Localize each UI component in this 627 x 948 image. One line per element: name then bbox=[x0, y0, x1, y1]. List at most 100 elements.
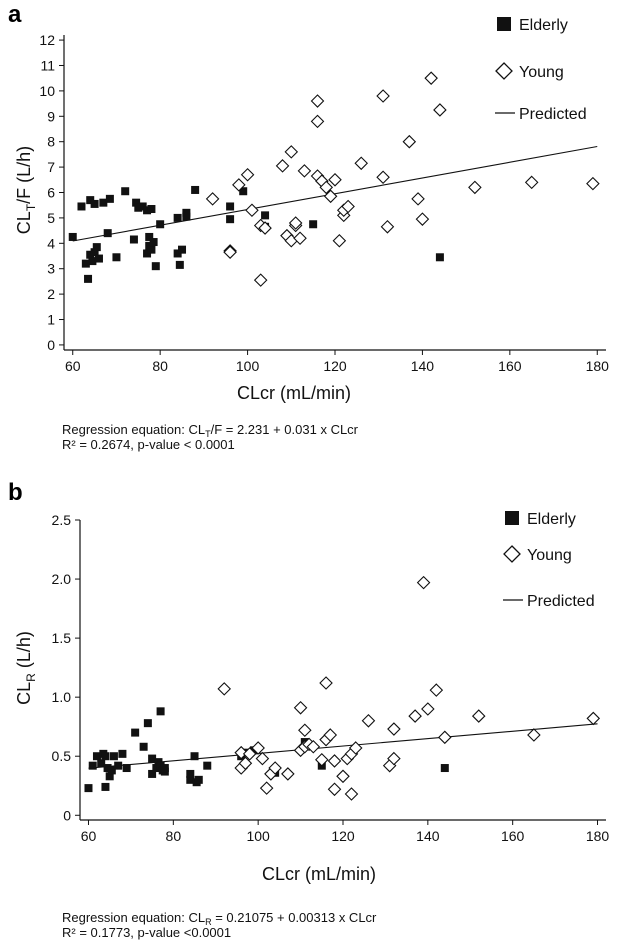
point-elderly bbox=[105, 772, 114, 781]
point-young bbox=[429, 683, 444, 697]
legend-b: Elderly Young Predicted bbox=[503, 511, 595, 610]
point-young bbox=[288, 216, 303, 230]
point-elderly bbox=[309, 220, 318, 229]
point-elderly bbox=[134, 203, 143, 212]
legend-predicted-label-a: Predicted bbox=[519, 106, 587, 123]
x-tick-label: 120 bbox=[323, 358, 347, 374]
point-young bbox=[433, 103, 447, 117]
point-young bbox=[341, 199, 355, 214]
point-elderly bbox=[131, 728, 140, 737]
point-young bbox=[402, 134, 417, 149]
point-young bbox=[268, 761, 282, 775]
x-tick-label: 100 bbox=[236, 358, 260, 374]
point-elderly bbox=[138, 202, 147, 211]
point-elderly bbox=[186, 769, 195, 778]
point-young bbox=[323, 189, 338, 204]
legend-young-label-b: Young bbox=[527, 547, 572, 564]
x-tick-label: 160 bbox=[498, 358, 522, 374]
legend-elderly-marker-b bbox=[505, 511, 519, 525]
point-young bbox=[336, 769, 350, 784]
point-young bbox=[297, 164, 312, 178]
y-tick-label: 1.5 bbox=[52, 630, 72, 646]
point-young bbox=[234, 745, 248, 760]
point-elderly bbox=[129, 235, 138, 244]
x-tick-label: 60 bbox=[65, 358, 81, 374]
y-tick-label: 6 bbox=[47, 185, 55, 201]
point-elderly bbox=[182, 208, 191, 217]
point-elderly bbox=[178, 245, 187, 254]
point-young bbox=[424, 71, 438, 85]
point-elderly bbox=[81, 259, 90, 268]
x-tick-label: 80 bbox=[152, 358, 168, 374]
panel-b: b 60 80 100 120 140 160 180 0 0.5 1.0 1.5 2.0 2.5 CL… bbox=[8, 479, 609, 940]
panel-letter-a: a bbox=[8, 1, 22, 28]
point-young bbox=[245, 203, 259, 218]
point-elderly bbox=[88, 257, 97, 266]
y-tick-label: 2.5 bbox=[52, 512, 72, 528]
y-tick-label: 8 bbox=[47, 134, 55, 150]
point-young bbox=[408, 709, 422, 723]
point-young bbox=[253, 273, 268, 287]
point-young bbox=[251, 741, 265, 755]
x-axis-label-b: CLcr (mL/min) bbox=[262, 864, 376, 884]
y-tick-label: 7 bbox=[47, 159, 55, 175]
x-tick-label: 160 bbox=[501, 828, 525, 844]
point-young bbox=[415, 212, 430, 226]
y-axis-label-b: CLR (L/h) bbox=[14, 631, 38, 705]
y-axis-label-a-sub: T bbox=[24, 203, 38, 211]
point-young bbox=[310, 114, 325, 129]
point-elderly bbox=[143, 719, 152, 728]
point-young bbox=[319, 180, 334, 195]
point-elderly bbox=[147, 205, 156, 214]
point-elderly bbox=[173, 249, 182, 258]
point-elderly bbox=[226, 202, 235, 211]
point-elderly bbox=[435, 253, 444, 262]
point-elderly bbox=[112, 253, 121, 262]
point-young bbox=[327, 782, 342, 797]
legend-elderly-marker-a bbox=[497, 17, 511, 31]
caption-a-line1: Regression equation: CLT/F = 2.231 + 0.0… bbox=[62, 422, 359, 439]
point-elderly bbox=[94, 254, 103, 263]
point-young bbox=[259, 781, 274, 795]
caption-a-line1-start: Regression equation: CL bbox=[62, 422, 205, 437]
legend-predicted-label-b: Predicted bbox=[527, 593, 595, 610]
point-young bbox=[240, 167, 255, 182]
point-young bbox=[387, 751, 401, 766]
y-tick-label: 2 bbox=[47, 286, 55, 302]
legend-a: Elderly Young Predicted bbox=[495, 17, 587, 123]
y-tick-label: 11 bbox=[40, 57, 55, 73]
point-elderly bbox=[226, 215, 235, 224]
caption-b-line1-start: Regression equation: CL bbox=[62, 910, 205, 925]
point-young bbox=[232, 178, 246, 192]
caption-a-line1-sub: T bbox=[205, 429, 211, 439]
x-tick-label: 140 bbox=[411, 358, 435, 374]
y-axis-label-a-main: CL bbox=[14, 211, 34, 234]
panel-letter-b: b bbox=[8, 479, 23, 506]
point-elderly bbox=[90, 199, 99, 208]
y-axis-label-b-rest: (L/h) bbox=[14, 631, 34, 673]
point-elderly bbox=[86, 196, 95, 205]
point-young bbox=[223, 245, 237, 259]
point-elderly bbox=[99, 198, 108, 207]
point-young bbox=[416, 575, 431, 590]
point-young bbox=[217, 682, 232, 696]
point-elderly bbox=[440, 764, 449, 773]
point-elderly bbox=[122, 764, 131, 773]
x-tick-label: 140 bbox=[416, 828, 440, 844]
caption-a-line2: R² = 0.2674, p-value < 0.0001 bbox=[62, 437, 235, 452]
point-young bbox=[328, 173, 342, 187]
point-elderly bbox=[88, 761, 97, 770]
point-elderly bbox=[160, 764, 169, 773]
point-elderly bbox=[86, 250, 95, 259]
x-tick-label: 120 bbox=[331, 828, 355, 844]
y-axis-label-a: CLT/F (L/h) bbox=[14, 146, 38, 234]
x-tick-label: 180 bbox=[586, 358, 610, 374]
legend-young-marker-a bbox=[495, 62, 513, 80]
point-young bbox=[421, 702, 435, 716]
y-axis-label-b-main: CL bbox=[14, 682, 34, 705]
point-elderly bbox=[84, 274, 93, 283]
point-young bbox=[281, 767, 295, 781]
point-young bbox=[411, 192, 425, 206]
point-elderly bbox=[203, 761, 212, 770]
